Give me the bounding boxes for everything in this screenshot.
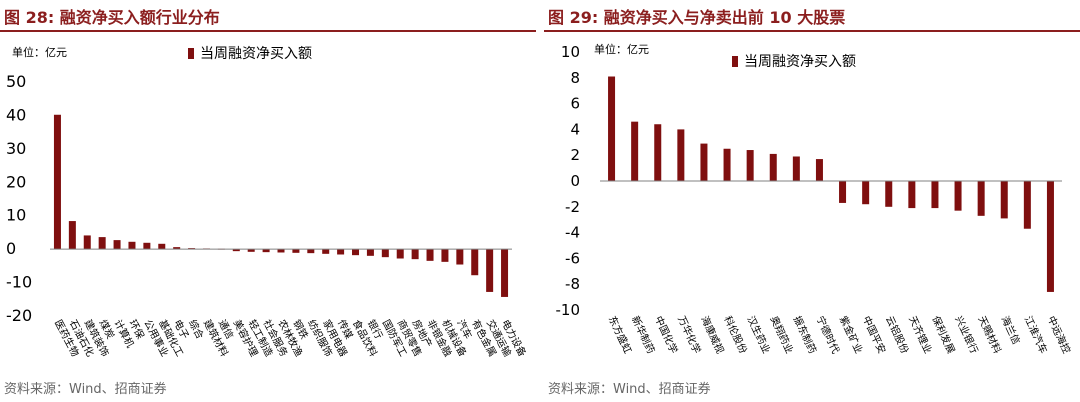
bar bbox=[366, 249, 374, 256]
legend-label: 当周融资净买入额 bbox=[744, 54, 856, 70]
chart-title: 图 28: 融资净买入额行业分布 bbox=[4, 8, 220, 27]
source-note: 资料来源：Wind、招商证券 bbox=[4, 382, 167, 397]
bar bbox=[608, 76, 616, 181]
legend-swatch bbox=[732, 56, 738, 67]
y-tick-label: 20 bbox=[6, 172, 26, 191]
bar bbox=[307, 249, 315, 254]
bar bbox=[232, 249, 240, 252]
unit-label: 单位：亿元 bbox=[594, 42, 649, 56]
y-tick-label: -4 bbox=[565, 224, 580, 242]
chart-title: 图 29: 融资净买入与净卖出前 10 大股票 bbox=[548, 8, 846, 27]
bar bbox=[188, 248, 196, 250]
bar bbox=[113, 240, 121, 250]
bar bbox=[411, 249, 419, 260]
bar bbox=[396, 249, 404, 259]
bar bbox=[908, 181, 916, 209]
bar bbox=[885, 181, 893, 207]
bar bbox=[792, 156, 800, 181]
y-tick-label: -8 bbox=[565, 275, 580, 293]
source-note: 资料来源：Wind、招商证券 bbox=[548, 382, 711, 397]
bar bbox=[677, 129, 685, 181]
bar bbox=[83, 235, 91, 250]
bar bbox=[471, 249, 479, 276]
title-rule bbox=[0, 30, 536, 32]
y-tick-label: 30 bbox=[6, 139, 26, 158]
category-label: 海兰信 bbox=[999, 314, 1023, 347]
category-label: 中远海控 bbox=[1045, 314, 1074, 356]
bar bbox=[247, 249, 255, 252]
bar bbox=[98, 237, 106, 250]
bar bbox=[931, 181, 939, 209]
bar bbox=[53, 114, 61, 250]
bar bbox=[352, 249, 360, 256]
bar bbox=[501, 249, 509, 297]
y-tick-label: -10 bbox=[556, 301, 581, 319]
bar bbox=[277, 249, 285, 253]
title-rule bbox=[544, 30, 1080, 32]
y-tick-label: 10 bbox=[6, 206, 26, 225]
y-tick-label: -20 bbox=[6, 306, 32, 325]
bar bbox=[292, 249, 300, 253]
bar bbox=[173, 247, 181, 250]
bar bbox=[143, 242, 151, 250]
y-tick-label: 10 bbox=[561, 43, 580, 61]
bar bbox=[769, 153, 777, 181]
y-tick-label: -10 bbox=[6, 273, 32, 292]
bar bbox=[746, 150, 754, 181]
y-tick-label: -2 bbox=[565, 198, 580, 216]
bar bbox=[700, 143, 708, 181]
y-tick-label: 8 bbox=[570, 69, 580, 87]
y-tick-label: 0 bbox=[570, 172, 580, 190]
bar bbox=[381, 249, 389, 258]
y-tick-label: -6 bbox=[565, 249, 580, 267]
bar bbox=[631, 121, 639, 181]
bar bbox=[954, 181, 962, 211]
bar bbox=[426, 249, 434, 261]
bar bbox=[1046, 181, 1054, 292]
bar bbox=[68, 221, 76, 250]
bar bbox=[654, 124, 662, 181]
y-tick-label: 4 bbox=[570, 120, 580, 138]
legend-swatch bbox=[188, 48, 194, 59]
bar bbox=[158, 243, 166, 250]
y-tick-label: 6 bbox=[570, 95, 580, 113]
bar bbox=[1023, 181, 1031, 229]
left-panel: 图 28: 融资净买入额行业分布 -20 -10 0 10 20 30 40 50 单位：亿元 当… bbox=[0, 0, 536, 402]
unit-label: 单位：亿元 bbox=[12, 45, 67, 59]
legend-label: 当周融资净买入额 bbox=[200, 46, 312, 62]
bar bbox=[456, 249, 464, 265]
bar bbox=[441, 249, 449, 262]
bar bbox=[337, 249, 345, 255]
bar bbox=[977, 181, 985, 216]
bar bbox=[128, 241, 136, 250]
y-tick-label: 2 bbox=[570, 146, 580, 164]
bar bbox=[862, 181, 870, 205]
right-panel: 图 29: 融资净买入与净卖出前 10 大股票 -10 -8 -6 -4 -2 0 2 4 6 8… bbox=[544, 0, 1080, 402]
y-tick-label: 40 bbox=[6, 105, 26, 124]
category-label: 云铝股份 bbox=[883, 314, 911, 355]
bar bbox=[815, 159, 823, 181]
bar bbox=[723, 148, 731, 181]
bar bbox=[262, 249, 270, 253]
bar bbox=[1000, 181, 1008, 219]
bar bbox=[486, 249, 494, 292]
y-tick-label: 50 bbox=[6, 72, 26, 91]
bar bbox=[839, 181, 847, 203]
bar bbox=[322, 249, 330, 254]
y-tick-label: 0 bbox=[6, 239, 16, 258]
